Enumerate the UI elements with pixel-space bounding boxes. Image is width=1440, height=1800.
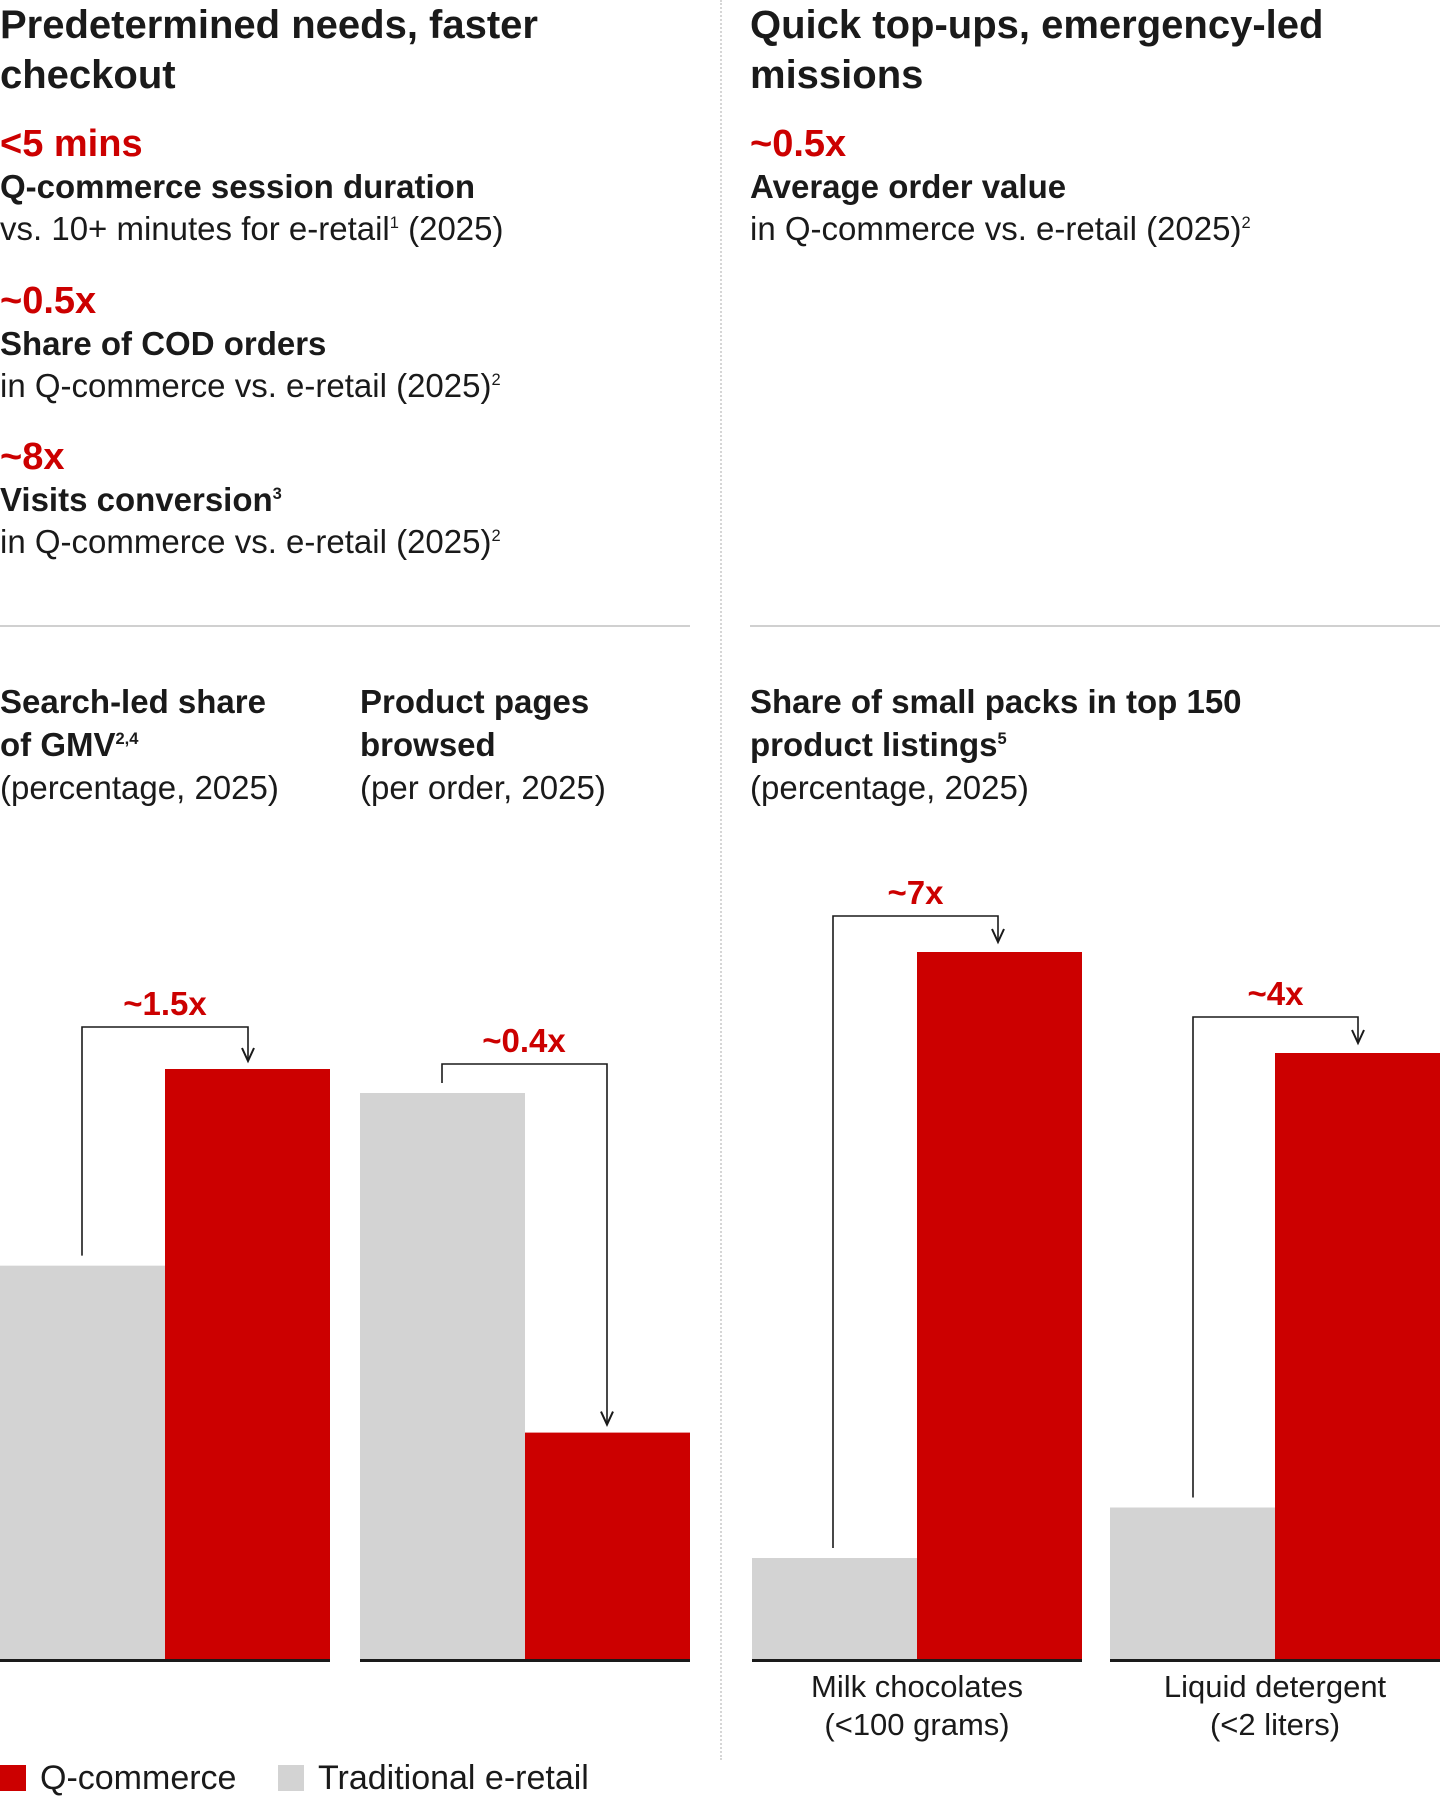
annotation-milk: ~7x: [888, 874, 945, 911]
legend-label-qcommerce: Q-commerce: [40, 1758, 236, 1798]
annotation-pages: ~0.4x: [482, 1022, 566, 1059]
axis-baseline-pages: [360, 1659, 690, 1662]
bar-pages-qcommerce: [525, 1433, 690, 1659]
bar-detergent-qcommerce: [1275, 1053, 1440, 1659]
legend-label-eretail: Traditional e-retail: [318, 1758, 589, 1798]
annotation-search: ~1.5x: [123, 985, 207, 1022]
category-label-milk-chocolates: Milk chocolates (<100 grams): [752, 1668, 1082, 1744]
legend-swatch-eretail: [278, 1765, 304, 1791]
annotation-detergent: ~4x: [1248, 975, 1305, 1012]
charts-canvas: ~1.5x ~0.4x ~7x ~4x: [0, 0, 1440, 1800]
bar-search-eretail: [0, 1266, 165, 1659]
axis-baseline-detergent: [1110, 1659, 1440, 1662]
axis-baseline-milk: [752, 1659, 1082, 1662]
bar-detergent-eretail: [1110, 1508, 1275, 1660]
bar-search-qcommerce: [165, 1069, 330, 1659]
axis-baseline-search: [0, 1659, 330, 1662]
bar-pages-eretail: [360, 1093, 525, 1659]
legend-swatch-qcommerce: [0, 1765, 26, 1791]
bar-milk-qcommerce: [917, 952, 1082, 1659]
category-label-liquid-detergent: Liquid detergent (<2 liters): [1110, 1668, 1440, 1744]
bar-milk-eretail: [752, 1558, 917, 1659]
